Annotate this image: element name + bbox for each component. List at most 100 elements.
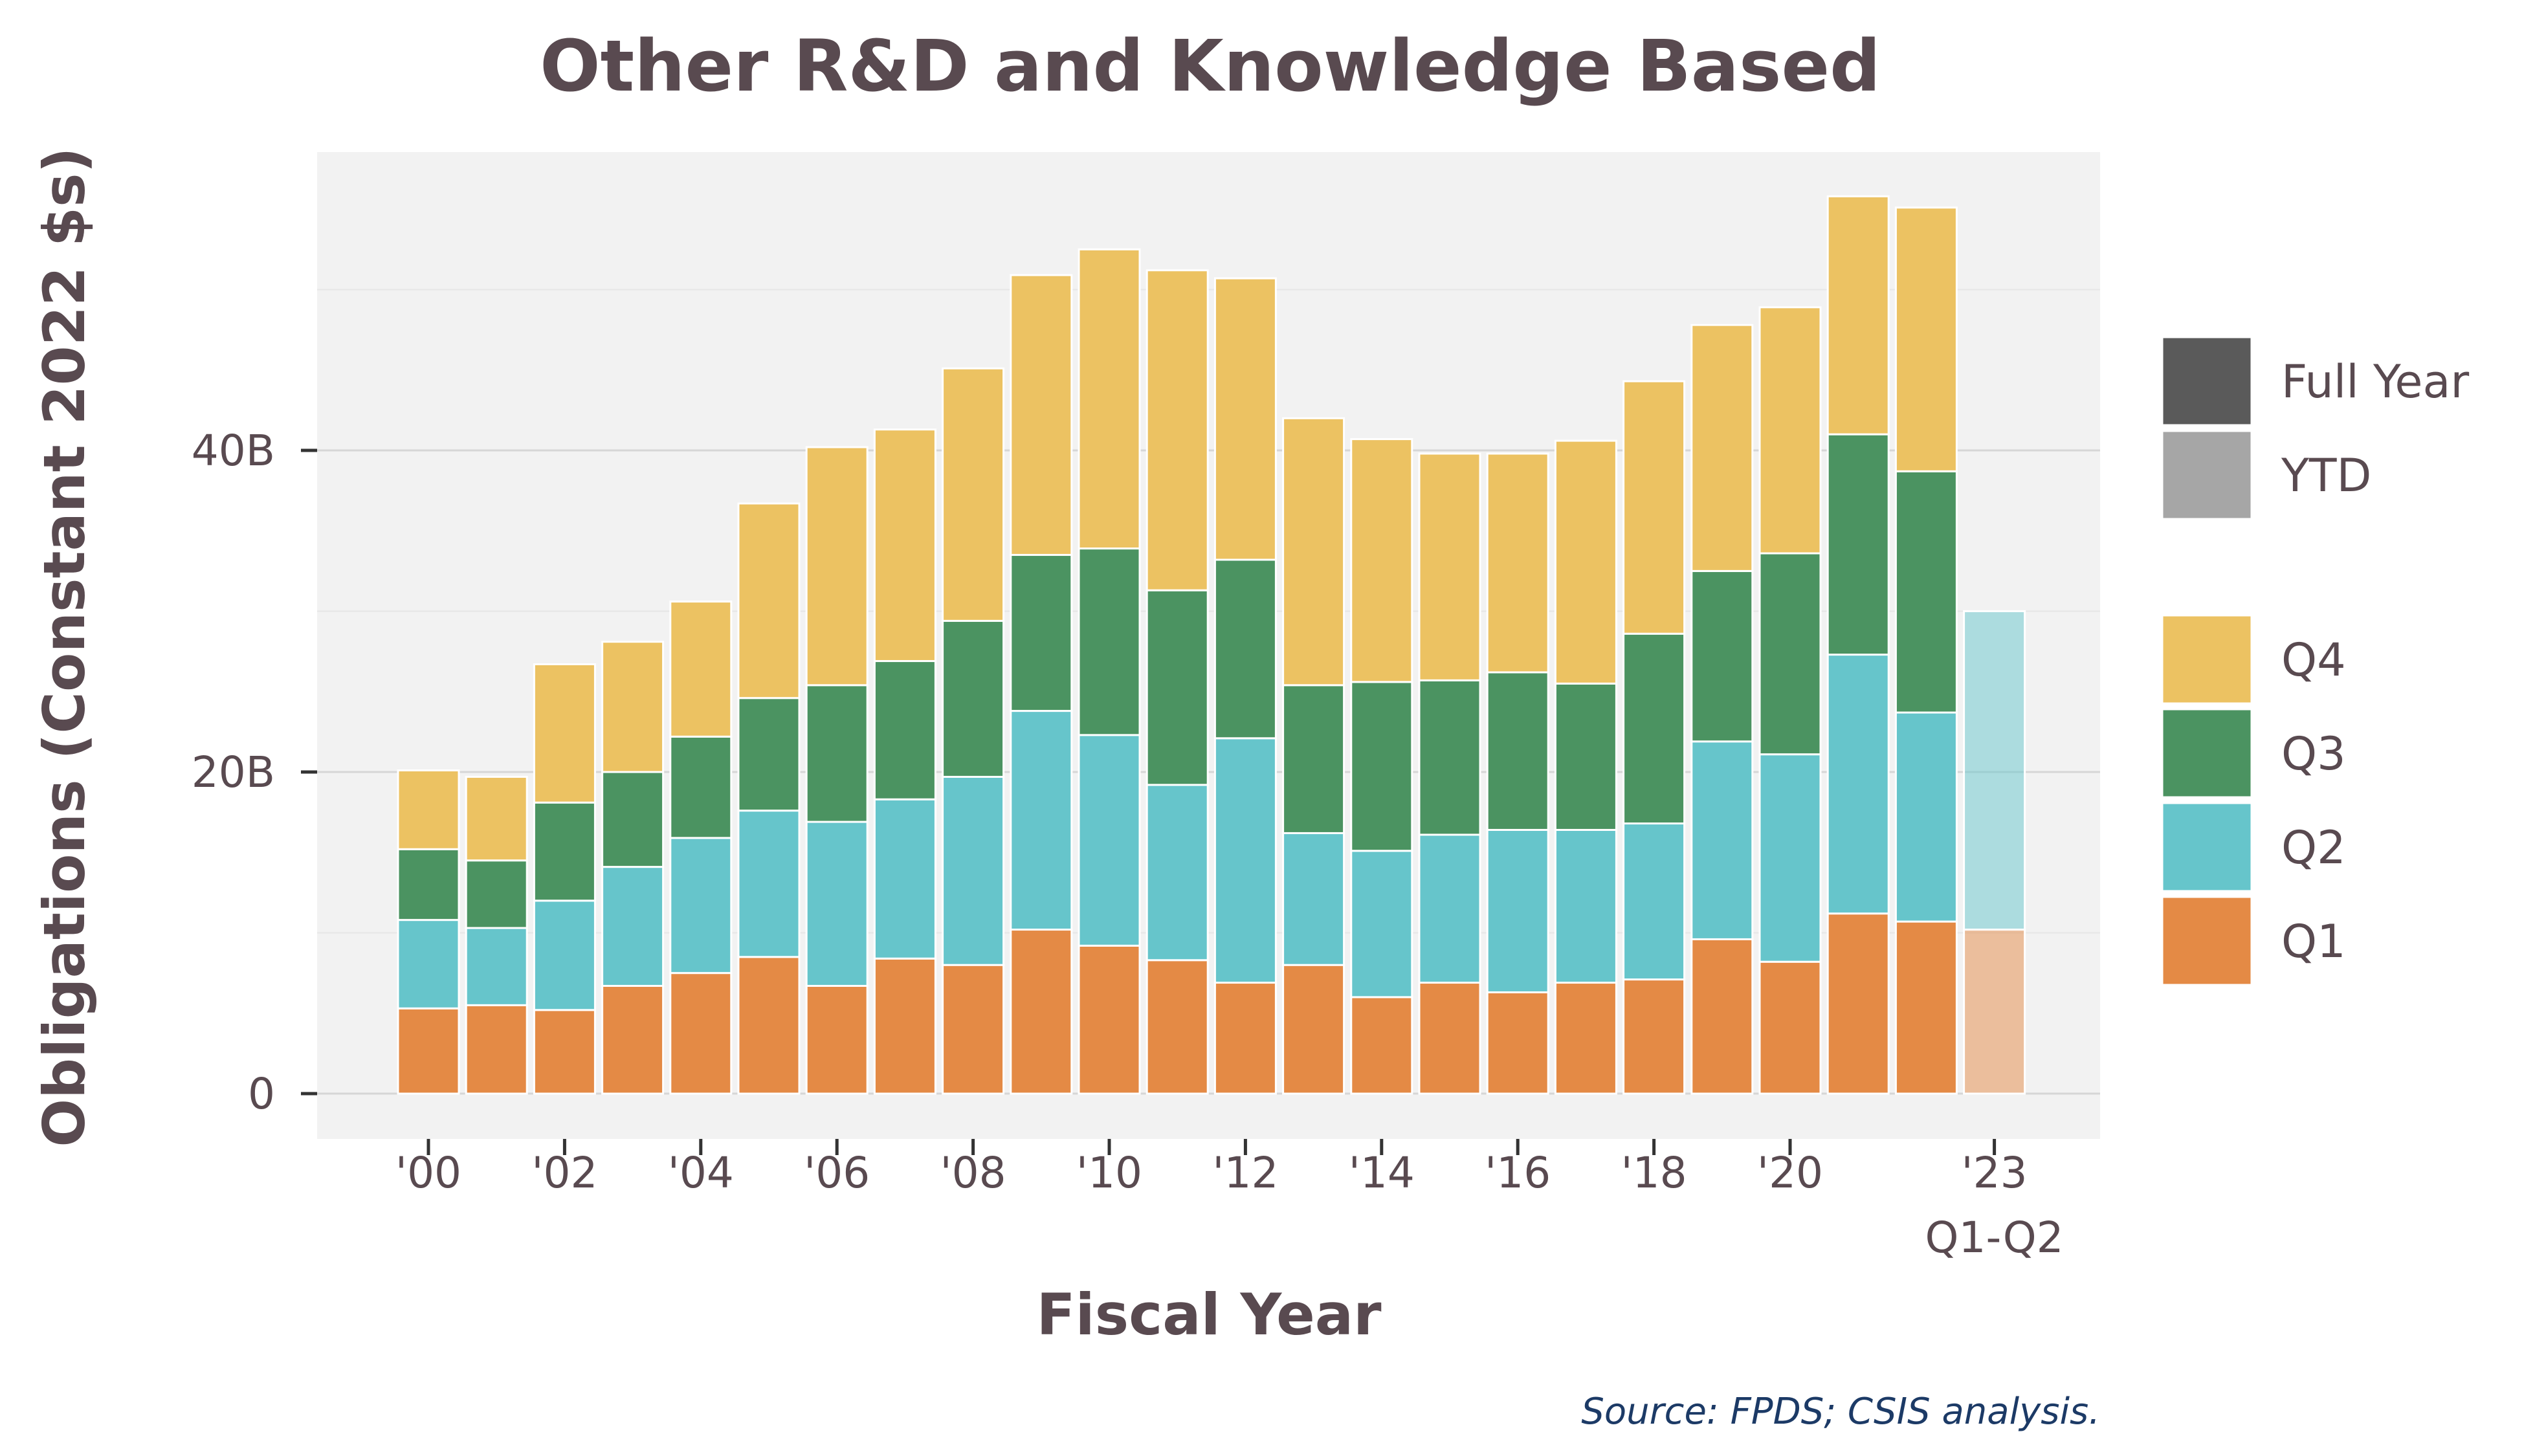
bar-q3-2000 <box>397 848 460 921</box>
bar-q4-2005 <box>737 502 801 700</box>
bar-q1-2010 <box>1078 944 1141 1095</box>
bar-q1-2022 <box>1894 920 1958 1095</box>
bar-q2-2004 <box>669 837 733 975</box>
bar-q1-2018 <box>1622 978 1686 1095</box>
bar-q2-2005 <box>737 810 801 958</box>
x-tick-label: '16 <box>1485 1148 1551 1198</box>
x-tick-label: '10 <box>1076 1148 1142 1198</box>
bar-q3-2014 <box>1350 681 1413 852</box>
bar-q4-2017 <box>1554 439 1617 685</box>
bar-q4-2006 <box>805 446 869 687</box>
bar-q2-2023 <box>1963 610 2026 931</box>
bar-q2-2022 <box>1894 711 1958 923</box>
bar-q4-2014 <box>1350 438 1413 683</box>
x-tick-sublabel: Q1-Q2 <box>1925 1213 2064 1263</box>
bar-q4-2010 <box>1078 248 1141 550</box>
bar-q2-2020 <box>1758 753 1822 963</box>
bar-q3-2016 <box>1486 671 1549 831</box>
bar-q1-2007 <box>873 957 936 1095</box>
bar-q3-2007 <box>873 660 936 800</box>
bar-q3-2015 <box>1418 679 1481 836</box>
legend: Full Year YTD Q4 Q3 Q2 Q1 <box>2160 335 2469 987</box>
x-tick-label: '04 <box>668 1148 734 1198</box>
legend-label: Full Year <box>2281 355 2469 408</box>
legend-label: YTD <box>2281 449 2371 502</box>
legend-label: Q1 <box>2281 915 2346 968</box>
bar-q3-2021 <box>1826 433 1890 656</box>
bar-q1-2006 <box>805 985 869 1095</box>
bar-q3-2018 <box>1622 632 1686 825</box>
bar-q4-2003 <box>601 641 665 773</box>
bar-q3-2012 <box>1213 558 1277 740</box>
source-note: Source: FPDS; CSIS analysis. <box>1581 1391 2100 1433</box>
bar-q4-2001 <box>465 775 528 862</box>
bar-q2-2006 <box>805 821 869 987</box>
bar-q4-2022 <box>1894 206 1958 472</box>
bar-q2-2002 <box>533 899 596 1011</box>
bar-q4-2020 <box>1758 306 1822 555</box>
bar-q2-2009 <box>1010 710 1073 931</box>
x-tick-label: '06 <box>804 1148 870 1198</box>
bar-q3-2004 <box>669 735 733 839</box>
bar-q1-2015 <box>1418 982 1481 1095</box>
bar-q1-2013 <box>1282 964 1345 1095</box>
bar-q4-2008 <box>942 367 1005 622</box>
bar-q2-2014 <box>1350 850 1413 998</box>
bar-q3-2011 <box>1146 589 1209 786</box>
bar-q2-2007 <box>873 798 936 960</box>
bar-q2-2000 <box>397 919 460 1009</box>
bar-q1-2014 <box>1350 996 1413 1095</box>
bar-q2-2003 <box>601 866 665 987</box>
bar-q1-2002 <box>533 1009 596 1095</box>
x-axis: '00 '02 '04 '06 '08 '10 '12 '14 '16 '18 '20 '23 Q1-Q… <box>395 1139 2064 1263</box>
bar-q1-2009 <box>1010 929 1073 1095</box>
legend-label: Q4 <box>2281 634 2346 687</box>
bar-q3-2022 <box>1894 470 1958 714</box>
bar-q2-2012 <box>1213 737 1277 984</box>
y-tick-label: 0 <box>248 1069 275 1119</box>
bar-q1-2005 <box>737 956 801 1095</box>
bar-q4-2018 <box>1622 380 1686 635</box>
bar-q2-2019 <box>1690 740 1754 940</box>
y-tick-label: 20B <box>192 747 275 797</box>
x-tick-label: '12 <box>1212 1148 1278 1198</box>
bar-q4-2015 <box>1418 452 1481 681</box>
x-axis-title: Fiscal Year <box>1036 1281 1382 1348</box>
bar-q3-2019 <box>1690 569 1754 743</box>
bar-q1-2001 <box>465 1004 528 1095</box>
legend-key-q2 <box>2160 800 2254 894</box>
bar-q4-2004 <box>669 601 733 738</box>
bars <box>397 195 2026 1095</box>
bar-q3-2003 <box>601 771 665 868</box>
bar-q1-2019 <box>1690 938 1754 1095</box>
x-tick-label: '18 <box>1621 1148 1687 1198</box>
bar-q1-2003 <box>601 985 665 1095</box>
y-tick-label: 40B <box>192 426 275 476</box>
bar-q1-2021 <box>1826 912 1890 1095</box>
bar-q2-2016 <box>1486 828 1549 993</box>
bar-q2-2001 <box>465 927 528 1006</box>
bar-q1-2000 <box>397 1007 460 1095</box>
bar-q3-2001 <box>465 859 528 929</box>
bar-q4-2011 <box>1146 269 1209 591</box>
x-tick-label: '20 <box>1757 1148 1823 1198</box>
bar-q3-2009 <box>1010 554 1073 712</box>
bar-q1-2004 <box>669 972 733 1095</box>
bar-q1-2020 <box>1758 960 1822 1095</box>
bar-q3-2013 <box>1282 684 1345 834</box>
bar-q2-2017 <box>1554 828 1617 984</box>
bar-q2-2008 <box>942 775 1005 966</box>
bar-q4-2000 <box>397 769 460 850</box>
bar-q1-2016 <box>1486 991 1549 1095</box>
bar-q3-2006 <box>805 684 869 823</box>
x-tick-label: '14 <box>1349 1148 1415 1198</box>
bar-q3-2008 <box>942 619 1005 778</box>
bar-q2-2013 <box>1282 832 1345 966</box>
x-tick-label: '08 <box>940 1148 1006 1198</box>
legend-label: Q3 <box>2281 727 2346 780</box>
bar-q3-2005 <box>737 697 801 812</box>
bar-q1-2023 <box>1963 929 2026 1095</box>
bar-q4-2007 <box>873 428 936 663</box>
bar-q2-2011 <box>1146 784 1209 962</box>
